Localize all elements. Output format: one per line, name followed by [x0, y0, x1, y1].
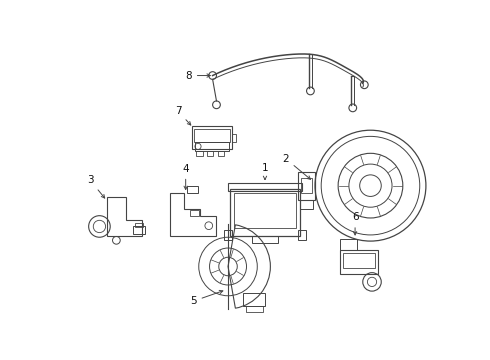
- Bar: [300, 199, 314, 209]
- Bar: [218, 151, 224, 156]
- Text: 1: 1: [262, 163, 269, 180]
- Text: 2: 2: [282, 154, 311, 179]
- Text: 6: 6: [352, 212, 358, 235]
- Bar: [224, 230, 232, 240]
- Bar: [301, 178, 312, 193]
- Bar: [196, 151, 203, 156]
- Text: 5: 5: [190, 291, 223, 306]
- Bar: [230, 189, 300, 236]
- Bar: [187, 186, 198, 193]
- Text: 8: 8: [185, 71, 210, 81]
- Bar: [252, 236, 278, 243]
- Bar: [244, 293, 265, 306]
- Bar: [245, 306, 263, 312]
- Bar: [207, 151, 213, 156]
- Bar: [228, 183, 302, 191]
- Bar: [298, 172, 315, 199]
- Bar: [135, 222, 143, 227]
- Bar: [192, 126, 232, 149]
- Bar: [340, 239, 357, 249]
- Bar: [343, 253, 375, 268]
- Bar: [234, 193, 296, 228]
- Bar: [195, 142, 229, 151]
- Bar: [340, 249, 378, 274]
- Text: 4: 4: [182, 164, 189, 189]
- Bar: [232, 134, 237, 142]
- Bar: [190, 210, 199, 216]
- Bar: [298, 230, 306, 240]
- Text: 3: 3: [87, 175, 105, 198]
- Bar: [132, 226, 145, 234]
- Text: 7: 7: [174, 106, 191, 125]
- Bar: [194, 129, 229, 142]
